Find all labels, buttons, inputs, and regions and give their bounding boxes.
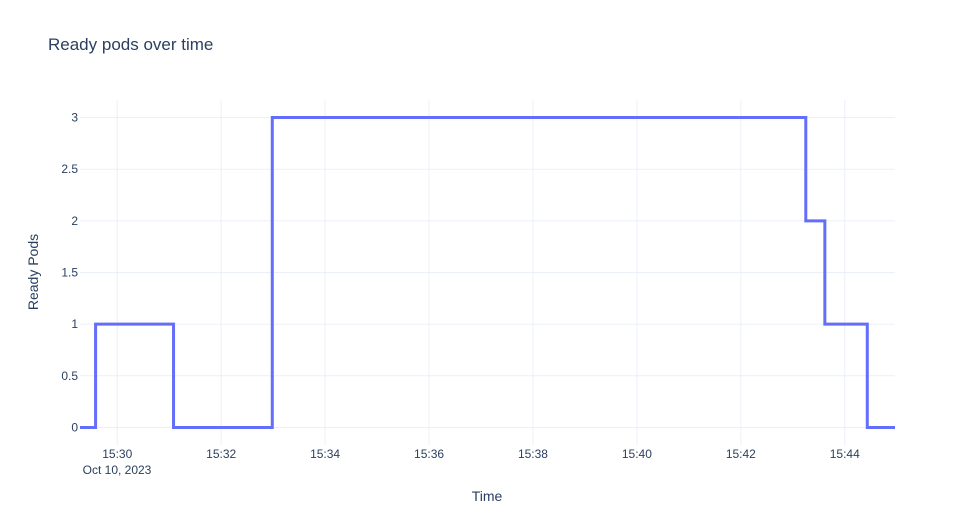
x-tick-label: 15:32 <box>206 447 236 461</box>
x-tick-label: 15:34 <box>310 447 340 461</box>
y-tick-label: 1 <box>71 317 78 331</box>
y-tick-label: 0 <box>71 420 78 434</box>
y-tick-label: 1.5 <box>61 266 78 280</box>
series-line <box>80 116 895 429</box>
y-axis-label: Ready Pods <box>25 234 41 310</box>
x-tick-label: 15:42 <box>726 447 756 461</box>
y-tick-label: 0.5 <box>61 369 78 383</box>
chart-title: Ready pods over time <box>48 35 213 54</box>
x-tick-label: 15:44 <box>830 447 860 461</box>
y-tick-label: 2.5 <box>61 162 78 176</box>
x-tick-label: 15:36 <box>414 447 444 461</box>
x-axis-label: Time <box>472 488 503 504</box>
y-tick-label: 2 <box>71 214 78 228</box>
x-tick-label: 15:40 <box>622 447 652 461</box>
x-tick-label: 15:38 <box>518 447 548 461</box>
x-tick-label: 15:30 <box>102 447 132 461</box>
x-date-label: Oct 10, 2023 <box>83 463 152 477</box>
y-tick-label: 3 <box>71 111 78 125</box>
